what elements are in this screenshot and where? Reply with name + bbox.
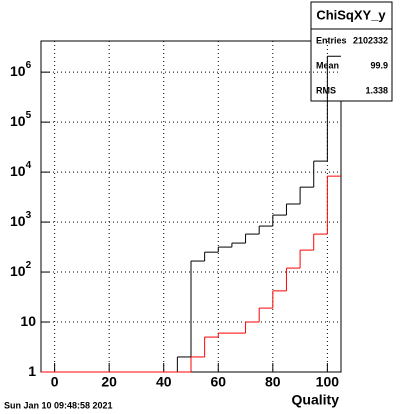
x-tick-label: 100	[316, 374, 340, 390]
stats-value: 1.338	[365, 85, 388, 95]
x-tick-label: 60	[210, 374, 226, 390]
stats-label: Mean	[316, 60, 339, 70]
y-tick-base: 10	[10, 113, 26, 129]
y-tick-label: 10	[20, 313, 36, 329]
y-tick-base: 1	[28, 363, 36, 379]
y-tick-exponent: 6	[26, 60, 32, 71]
stats-value: 99.9	[370, 60, 388, 70]
y-tick-base: 10	[10, 163, 26, 179]
stats-label: Entries	[316, 35, 347, 45]
y-tick-base: 10	[10, 263, 26, 279]
x-axis-label: Quality	[292, 392, 340, 408]
timestamp: Sun Jan 10 09:48:58 2021	[4, 400, 113, 410]
x-tick-label: 80	[265, 374, 281, 390]
stats-label: RMS	[316, 85, 336, 95]
y-tick-exponent: 5	[26, 110, 32, 121]
x-tick-label: 20	[101, 374, 117, 390]
y-tick-exponent: 4	[26, 160, 32, 171]
stats-value: 2102332	[353, 35, 388, 45]
y-tick-exponent: 3	[26, 210, 32, 221]
stats-box	[310, 1, 393, 102]
x-tick-label: 40	[156, 374, 172, 390]
y-tick-label: 105	[10, 110, 32, 129]
y-tick-base: 10	[10, 63, 26, 79]
stats-title: ChiSqXY_y	[316, 7, 386, 22]
y-tick-label: 106	[10, 60, 32, 79]
y-tick-base: 10	[20, 313, 36, 329]
y-tick-exponent: 2	[26, 260, 32, 271]
y-tick-base: 10	[10, 213, 26, 229]
y-tick-label: 1	[28, 363, 36, 379]
y-tick-label: 102	[10, 260, 32, 279]
y-tick-label: 103	[10, 210, 32, 229]
y-tick-label: 104	[10, 160, 32, 179]
x-tick-label: 0	[51, 374, 59, 390]
